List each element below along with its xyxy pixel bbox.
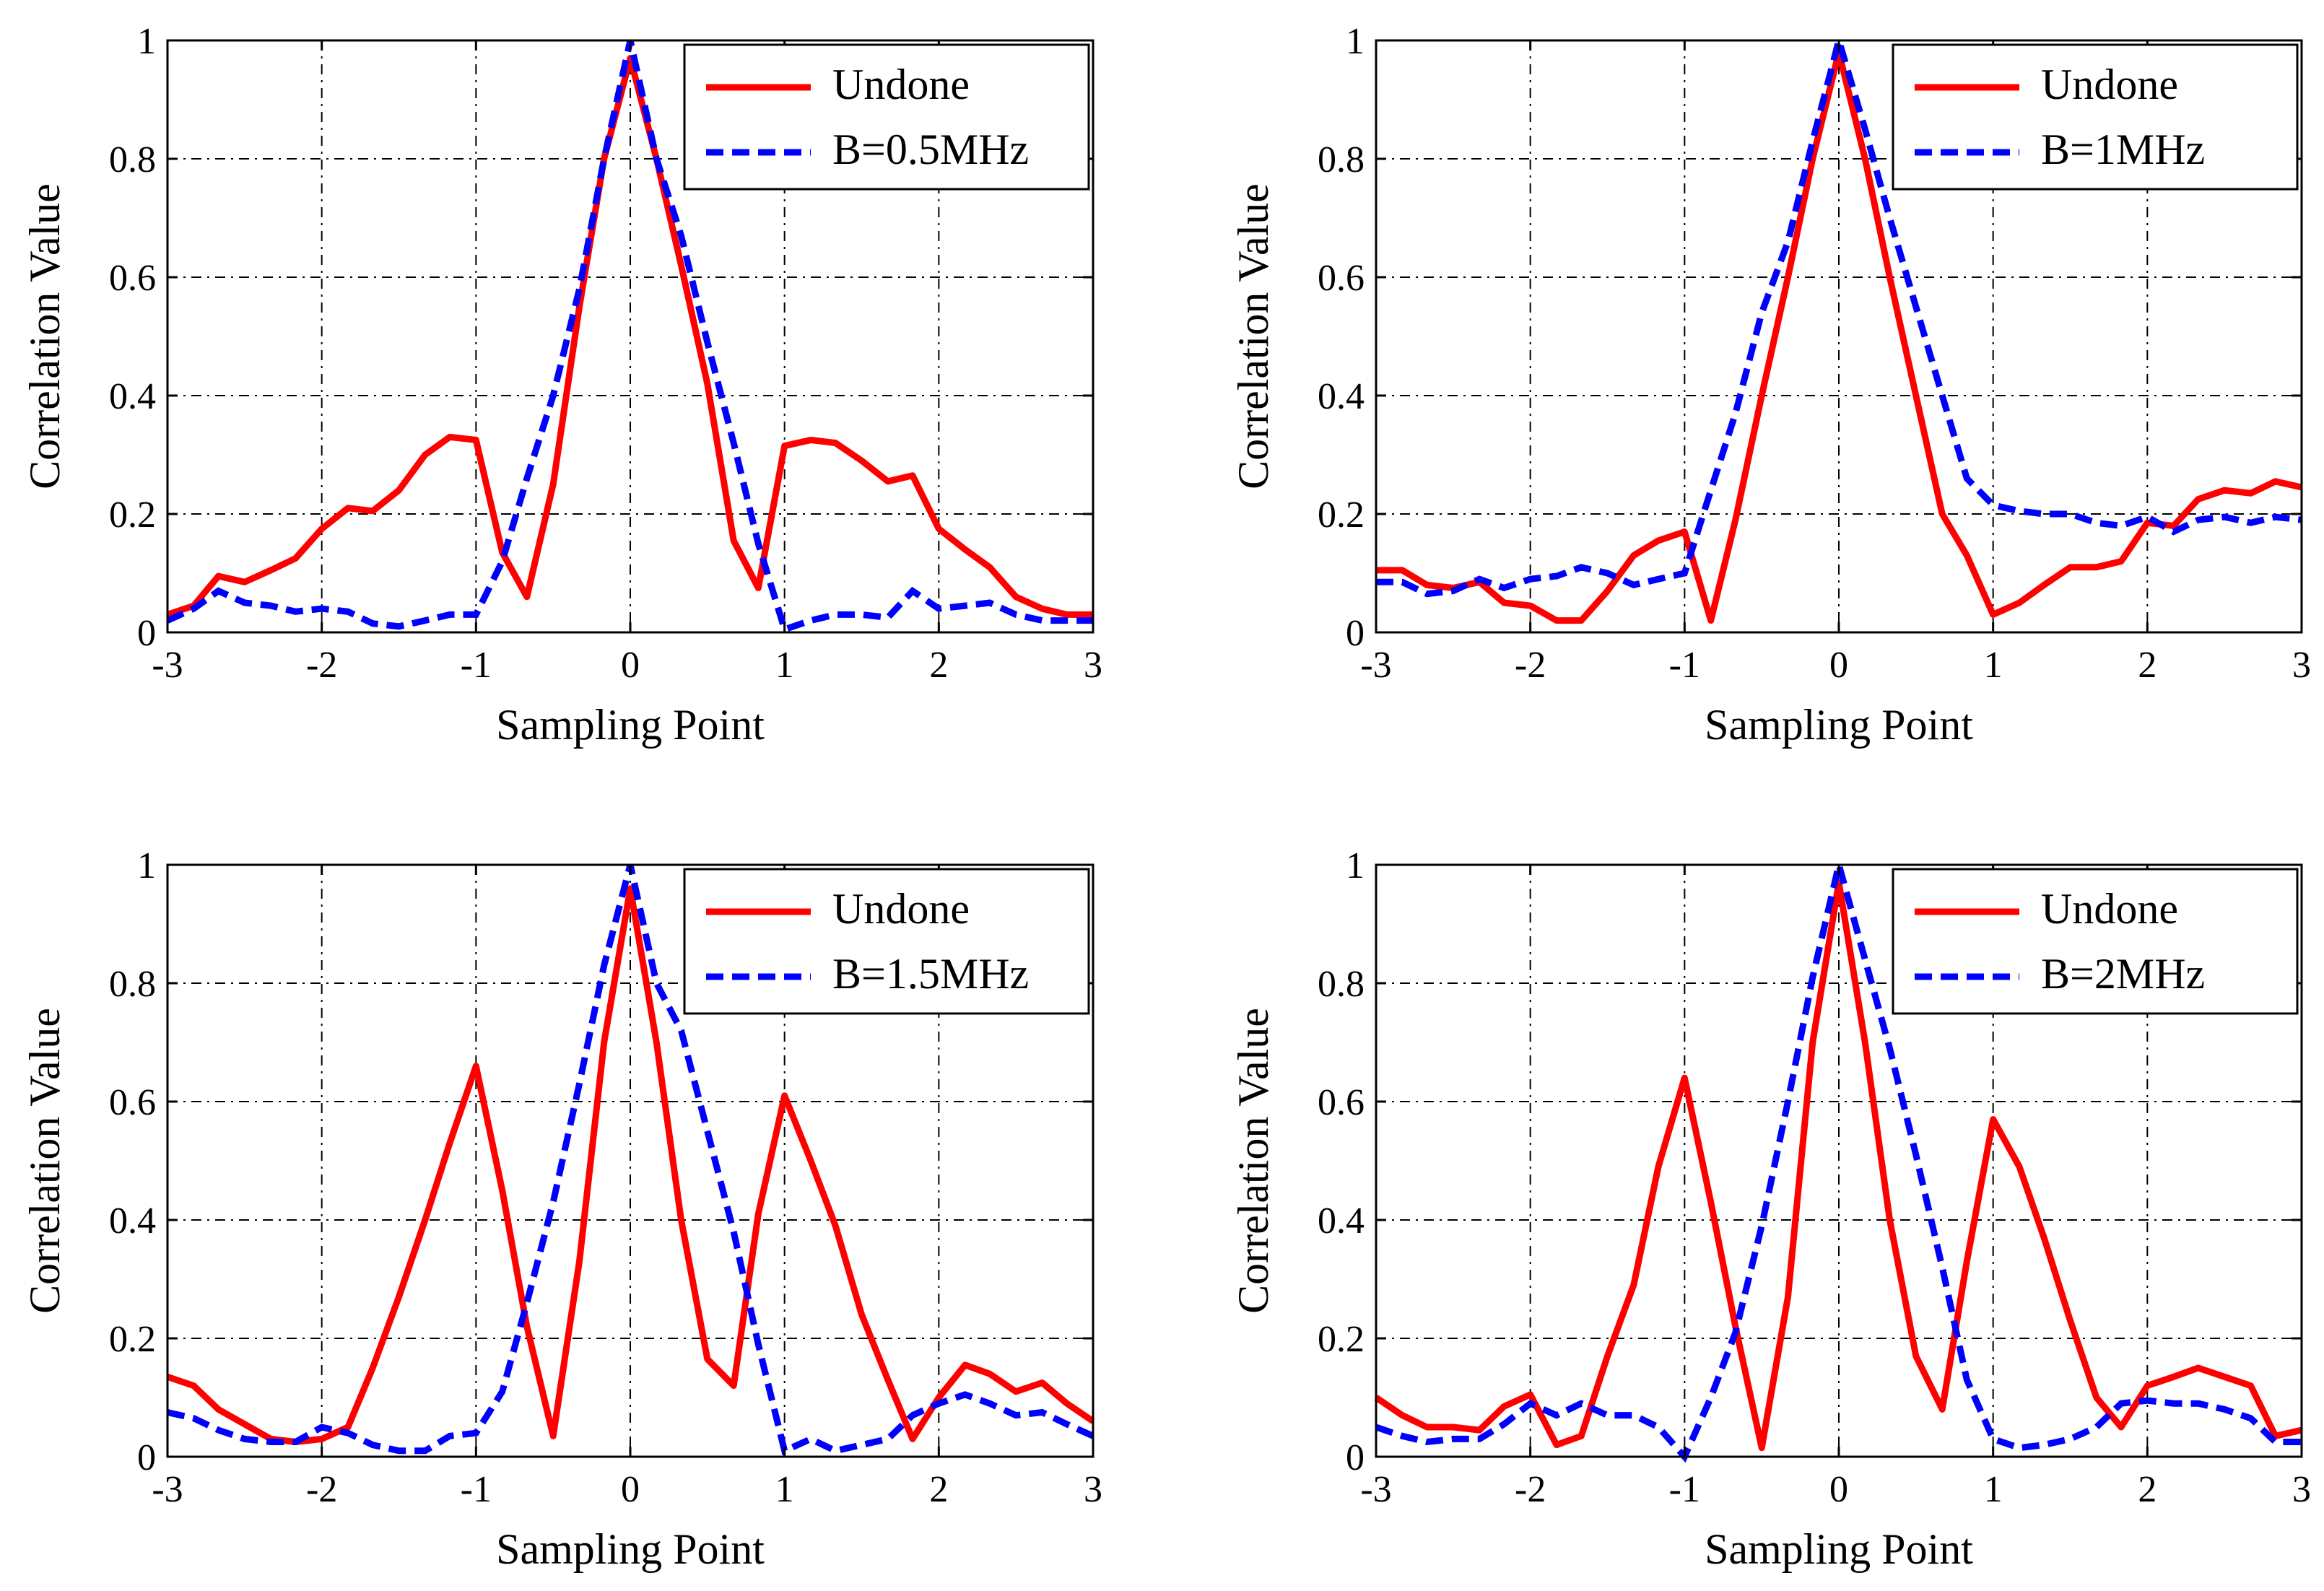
y-tick-label: 1 bbox=[1346, 21, 1365, 62]
y-tick-label: 0 bbox=[1346, 1437, 1365, 1478]
legend-box bbox=[683, 868, 1090, 1015]
y-tick-label: 0.6 bbox=[109, 258, 156, 299]
y-tick-label: 0.4 bbox=[109, 376, 156, 417]
x-tick-label: 3 bbox=[1084, 645, 1102, 686]
x-axis-title: Sampling Point bbox=[496, 1525, 765, 1573]
legend-label: B=2MHz bbox=[2041, 950, 2205, 998]
y-tick-label: 0 bbox=[137, 613, 156, 654]
legend-box bbox=[1892, 868, 2299, 1015]
x-tick-label: 2 bbox=[2138, 1469, 2157, 1510]
y-axis-title: Correlation Value bbox=[21, 183, 69, 489]
legend: Undone B=2MHz bbox=[1892, 868, 2299, 1015]
y-tick-label: 0.6 bbox=[1318, 258, 1365, 299]
x-tick-label: -1 bbox=[1669, 1469, 1700, 1510]
y-tick-label: 0.4 bbox=[109, 1200, 156, 1242]
legend-label: Undone bbox=[2041, 61, 2178, 108]
y-tick-label: 0 bbox=[1346, 613, 1365, 654]
legend-label: B=0.5MHz bbox=[832, 126, 1029, 173]
x-tick-label: 1 bbox=[1984, 645, 2003, 686]
chart-panel-2: -3 -2 -1 0 1 2 3 0 0.2 0.4 0.6 0.8 1 Sampling Point Co… bbox=[1230, 21, 2311, 749]
x-axis-title: Sampling Point bbox=[1705, 701, 1973, 749]
y-tick-label: 0.4 bbox=[1318, 376, 1365, 417]
x-tick-label: 3 bbox=[2292, 1469, 2311, 1510]
x-tick-label: 3 bbox=[1084, 1469, 1102, 1510]
x-tick-label: -2 bbox=[1515, 645, 1546, 686]
x-tick-label: 0 bbox=[1829, 1469, 1848, 1510]
series-line-undone bbox=[1374, 879, 2302, 1452]
y-axis-title: Correlation Value bbox=[1230, 183, 1277, 489]
series-line-bandwidth bbox=[1376, 28, 2302, 598]
y-tick-label: 0.4 bbox=[1318, 1200, 1365, 1242]
x-tick-label: -3 bbox=[152, 645, 183, 686]
x-tick-label: 2 bbox=[929, 1469, 948, 1510]
y-tick-label: 0.8 bbox=[1318, 964, 1365, 1005]
x-tick-label: 1 bbox=[1984, 1469, 2003, 1510]
legend: Undone B=1.5MHz bbox=[683, 868, 1090, 1015]
legend-label: B=1MHz bbox=[2041, 126, 2205, 173]
series-line-bandwidth bbox=[1375, 863, 2302, 1463]
y-tick-label: 1 bbox=[137, 845, 156, 886]
x-tick-label: 0 bbox=[621, 645, 640, 686]
x-tick-label: -3 bbox=[1360, 1469, 1391, 1510]
x-tick-label: -1 bbox=[461, 1469, 492, 1510]
y-tick-label: 0.8 bbox=[1318, 139, 1365, 180]
x-tick-label: 0 bbox=[1829, 645, 1848, 686]
y-tick-label: 0.8 bbox=[109, 964, 156, 1005]
series-line-undone bbox=[166, 885, 1095, 1445]
legend-label: Undone bbox=[832, 61, 970, 108]
legend: Undone B=0.5MHz bbox=[683, 43, 1090, 191]
legend-label: Undone bbox=[2041, 885, 2178, 933]
x-tick-label: -2 bbox=[306, 645, 337, 686]
x-tick-label: 0 bbox=[621, 1469, 640, 1510]
y-tick-label: 0.6 bbox=[109, 1082, 156, 1123]
x-axis-title: Sampling Point bbox=[1705, 1525, 1973, 1573]
y-axis-title: Correlation Value bbox=[1230, 1008, 1277, 1314]
x-tick-label: -2 bbox=[1515, 1469, 1546, 1510]
legend: Undone B=1MHz bbox=[1892, 43, 2299, 191]
x-tick-label: -3 bbox=[152, 1469, 183, 1510]
x-tick-label: 2 bbox=[929, 645, 948, 686]
x-tick-label: 1 bbox=[775, 645, 794, 686]
chart-panel-4: -3 -2 -1 0 1 2 3 0 0.2 0.4 0.6 0.8 1 Sampling Point Co… bbox=[1230, 845, 2311, 1573]
y-tick-label: 0.6 bbox=[1318, 1082, 1365, 1123]
legend-label: Undone bbox=[832, 885, 970, 933]
x-tick-label: -2 bbox=[306, 1469, 337, 1510]
x-tick-label: -3 bbox=[1360, 645, 1391, 686]
legend-box bbox=[1892, 43, 2299, 191]
y-axis-title: Correlation Value bbox=[21, 1008, 69, 1314]
legend-label: B=1.5MHz bbox=[832, 950, 1029, 998]
y-tick-label: 1 bbox=[1346, 845, 1365, 886]
y-tick-label: 0 bbox=[137, 1437, 156, 1478]
x-tick-label: 2 bbox=[2138, 645, 2157, 686]
y-tick-label: 0.8 bbox=[109, 139, 156, 180]
x-tick-label: -1 bbox=[461, 645, 492, 686]
legend-box bbox=[683, 43, 1090, 191]
series-line-undone bbox=[166, 55, 1093, 618]
y-tick-label: 0.2 bbox=[109, 1319, 156, 1360]
y-tick-label: 0.2 bbox=[1318, 494, 1365, 536]
x-tick-label: 3 bbox=[2292, 645, 2311, 686]
x-tick-label: 1 bbox=[775, 1469, 794, 1510]
x-axis-title: Sampling Point bbox=[496, 701, 765, 749]
x-tick-label: -1 bbox=[1669, 645, 1700, 686]
y-tick-label: 0.2 bbox=[109, 494, 156, 536]
y-tick-label: 1 bbox=[137, 21, 156, 62]
y-tick-label: 0.2 bbox=[1318, 1319, 1365, 1360]
